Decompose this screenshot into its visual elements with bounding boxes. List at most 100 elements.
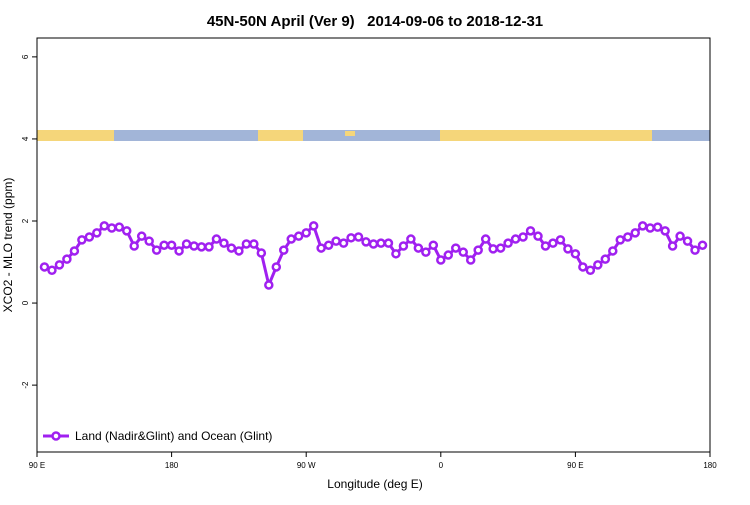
point <box>271 262 282 272</box>
point <box>84 232 95 242</box>
point <box>451 243 461 253</box>
point <box>77 235 87 245</box>
legend-marker <box>51 431 61 441</box>
point <box>503 238 513 248</box>
point <box>406 234 416 244</box>
point <box>211 234 222 244</box>
point <box>615 235 626 245</box>
point <box>421 247 431 257</box>
point <box>398 241 409 251</box>
point <box>675 231 685 241</box>
point <box>114 222 125 232</box>
point <box>465 255 476 265</box>
y-tick-label: -2 <box>21 381 30 389</box>
point <box>600 254 611 264</box>
point <box>136 231 147 241</box>
point <box>667 241 678 251</box>
point <box>376 238 386 248</box>
point <box>204 242 214 252</box>
point <box>293 231 304 241</box>
point <box>413 243 424 253</box>
point <box>660 226 670 236</box>
point <box>331 236 341 246</box>
point <box>518 232 528 242</box>
y-tick-label: 0 <box>21 300 30 305</box>
point <box>690 245 700 255</box>
point <box>346 233 356 243</box>
x-tick-label: 180 <box>703 461 717 470</box>
point <box>69 246 80 256</box>
point <box>316 243 326 253</box>
point <box>622 232 633 242</box>
point <box>510 234 521 244</box>
point <box>682 236 693 246</box>
point <box>473 245 483 255</box>
y-tick-label: 4 <box>21 136 30 141</box>
point <box>480 234 491 244</box>
y-tick-label: 2 <box>21 218 30 223</box>
point <box>637 221 648 231</box>
x-tick-label: 180 <box>165 461 179 470</box>
point <box>338 238 349 248</box>
point <box>570 249 581 259</box>
point <box>368 239 379 249</box>
x-tick-label: 90 E <box>567 461 583 470</box>
point <box>159 240 169 250</box>
point <box>189 241 199 251</box>
chart-title: 45N-50N April (Ver 9) 2014-09-06 to 2018… <box>207 13 543 30</box>
point <box>488 244 498 254</box>
point <box>652 222 663 232</box>
x-tick-label: 90 W <box>297 461 316 470</box>
point <box>144 236 154 246</box>
land-ocean-strip <box>37 130 710 141</box>
point <box>219 238 229 248</box>
point <box>174 246 184 256</box>
legend-label: Land (Nadir&Glint) and Ocean (Glint) <box>75 429 272 443</box>
point <box>196 242 207 252</box>
plot-frame <box>36 37 711 453</box>
point <box>525 226 536 236</box>
point <box>608 246 618 256</box>
point <box>166 240 177 250</box>
x-axis-label: Longitude (deg E) <box>327 477 422 491</box>
point <box>391 249 401 259</box>
point <box>353 232 364 242</box>
point <box>92 228 102 238</box>
point <box>563 244 573 254</box>
point <box>593 260 603 270</box>
point <box>62 254 72 264</box>
point <box>279 245 289 255</box>
point <box>241 239 252 249</box>
point <box>264 280 274 290</box>
point <box>540 241 551 251</box>
point <box>99 221 110 231</box>
point <box>645 223 655 233</box>
point <box>555 235 566 245</box>
point <box>428 240 439 250</box>
point <box>495 243 506 253</box>
point <box>286 234 296 244</box>
point <box>533 231 543 241</box>
point <box>47 265 57 275</box>
point <box>129 241 139 251</box>
point <box>458 247 468 257</box>
point <box>256 248 267 258</box>
point <box>697 240 708 250</box>
point <box>548 238 558 248</box>
point <box>308 221 319 231</box>
point <box>361 237 371 247</box>
point <box>383 238 394 248</box>
point <box>578 262 588 272</box>
point <box>301 228 311 238</box>
point <box>54 260 65 270</box>
point <box>39 262 50 272</box>
point <box>121 226 132 236</box>
point <box>436 255 446 265</box>
point <box>249 239 259 249</box>
point <box>151 245 162 255</box>
point <box>107 223 117 233</box>
point <box>181 239 192 249</box>
point <box>585 265 596 275</box>
point <box>630 228 640 238</box>
